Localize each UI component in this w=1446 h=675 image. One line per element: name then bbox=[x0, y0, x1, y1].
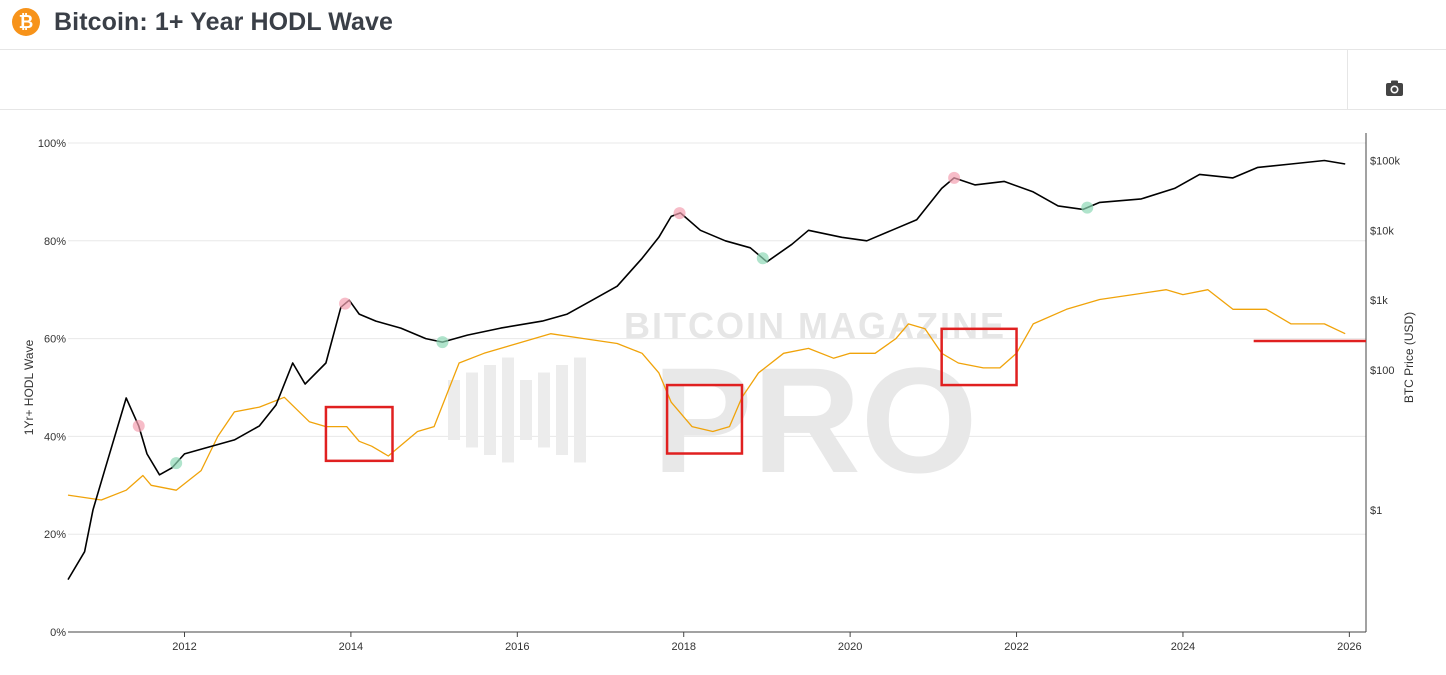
camera-icon-graphic bbox=[1386, 80, 1403, 96]
chart-toolbar bbox=[0, 50, 1446, 110]
y2-axis-title: BTC Price (USD) bbox=[1402, 312, 1416, 403]
y-tick-label: 60% bbox=[44, 334, 66, 346]
cycle-bottom-marker bbox=[170, 457, 183, 470]
page-title: Bitcoin: 1+ Year HODL Wave bbox=[54, 8, 394, 36]
y2-tick-label: $10k bbox=[1370, 225, 1394, 237]
bitcoin-logo-icon: ₿ bbox=[12, 8, 40, 36]
cycle-bottom-marker bbox=[756, 252, 769, 265]
x-tick-label: 2022 bbox=[1004, 641, 1028, 653]
hodl-wave-line bbox=[67, 289, 1346, 501]
x-tick-label: 2026 bbox=[1337, 641, 1361, 653]
watermark-line2: PRO bbox=[652, 336, 977, 504]
watermark-logo-bar bbox=[574, 357, 586, 463]
x-tick-label: 2020 bbox=[838, 641, 862, 653]
watermark-logo-bar bbox=[502, 357, 514, 463]
y2-tick-label: $1k bbox=[1370, 295, 1388, 307]
y2-tick-label: $100k bbox=[1370, 155, 1400, 167]
x-tick-label: 2014 bbox=[339, 641, 363, 653]
cycle-top-marker bbox=[673, 207, 686, 220]
x-tick-label: 2018 bbox=[671, 641, 695, 653]
watermark-logo-bar bbox=[484, 365, 496, 455]
y-axis-title: 1Yr+ HODL Wave bbox=[22, 339, 36, 435]
toolbar-divider bbox=[1347, 50, 1348, 110]
camera-icon[interactable] bbox=[1381, 78, 1409, 100]
y-tick-label: 80% bbox=[44, 236, 66, 248]
y-tick-label: 0% bbox=[50, 627, 66, 639]
highlight-box bbox=[324, 405, 394, 463]
watermark-logo-bar bbox=[556, 365, 568, 455]
highlight-box bbox=[940, 327, 1018, 387]
cycle-top-marker bbox=[339, 297, 352, 310]
watermark-logo-bar bbox=[520, 380, 532, 440]
x-tick-label: 2012 bbox=[172, 641, 196, 653]
cycle-bottom-marker bbox=[436, 336, 449, 349]
cycle-bottom-marker bbox=[1081, 201, 1094, 214]
watermark-logo-bar bbox=[466, 372, 478, 448]
btc-price-line bbox=[67, 159, 1346, 581]
y-tick-label: 40% bbox=[44, 431, 66, 443]
y2-tick-label: $100 bbox=[1370, 365, 1394, 377]
cycle-top-marker bbox=[948, 171, 961, 184]
highlight-box bbox=[665, 383, 744, 455]
x-tick-label: 2016 bbox=[505, 641, 529, 653]
y2-tick-label: $1 bbox=[1370, 505, 1382, 517]
x-tick-label: 2024 bbox=[1171, 641, 1195, 653]
cycle-top-marker bbox=[132, 419, 145, 432]
y-tick-label: 100% bbox=[38, 138, 66, 150]
watermark-logo-bar bbox=[538, 372, 550, 448]
hodl-wave-chart[interactable]: 0% 20% 40% 60% 80% 100% $1 $100 $1k $10k $100k 2012… bbox=[0, 110, 1446, 675]
header: ₿ Bitcoin: 1+ Year HODL Wave bbox=[0, 0, 1446, 50]
watermark-logo-bar bbox=[448, 380, 460, 440]
y-tick-label: 20% bbox=[44, 529, 66, 541]
